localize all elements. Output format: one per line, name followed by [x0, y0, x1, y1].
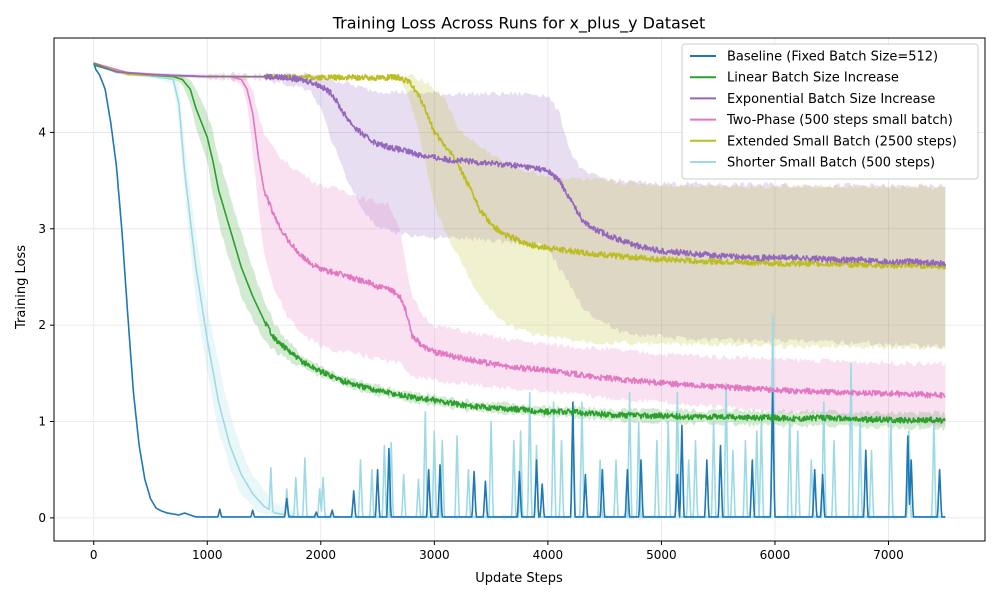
series-line-1	[93, 64, 946, 424]
legend-label-3: Two-Phase (500 steps small batch)	[726, 113, 953, 128]
plot-frame	[53, 37, 986, 542]
y-axis-label: Training Loss	[14, 245, 29, 330]
x-tick-label: 1000	[192, 548, 223, 562]
y-tick-label: 0	[38, 511, 46, 525]
series-lines	[92, 62, 947, 518]
band-4	[93, 63, 946, 351]
x-tick-label: 2000	[306, 548, 337, 562]
y-tick-label: 3	[38, 222, 46, 236]
series-line-2	[93, 62, 947, 267]
series-line-3	[93, 62, 946, 399]
x-tick-label: 0	[90, 548, 98, 562]
legend-label-0: Baseline (Fixed Batch Size=512)	[727, 50, 938, 65]
x-tick-label: 3000	[419, 548, 450, 562]
x-tick-label: 6000	[760, 548, 791, 562]
x-axis-label: Update Steps	[475, 571, 563, 586]
legend-box	[681, 43, 979, 180]
legend-label-5: Shorter Small Batch (500 steps)	[727, 156, 935, 171]
legend-label-4: Extended Small Batch (2500 steps)	[727, 134, 957, 149]
band-2	[93, 63, 946, 349]
chart-title: Training Loss Across Runs for x_plus_y D…	[332, 14, 706, 34]
y-tick-label: 4	[38, 125, 46, 139]
x-tick-label: 7000	[873, 548, 904, 562]
y-tick-label: 2	[38, 318, 46, 332]
series-line-0	[92, 62, 946, 518]
legend-label-1: Linear Batch Size Increase	[727, 71, 899, 86]
x-tick-label: 4000	[533, 548, 564, 562]
legend: Baseline (Fixed Batch Size=512) Linear Ba…	[681, 43, 979, 180]
y-tick-label: 1	[38, 415, 46, 429]
x-tick-label: 5000	[646, 548, 677, 562]
legend-label-2: Exponential Batch Size Increase	[727, 92, 935, 107]
